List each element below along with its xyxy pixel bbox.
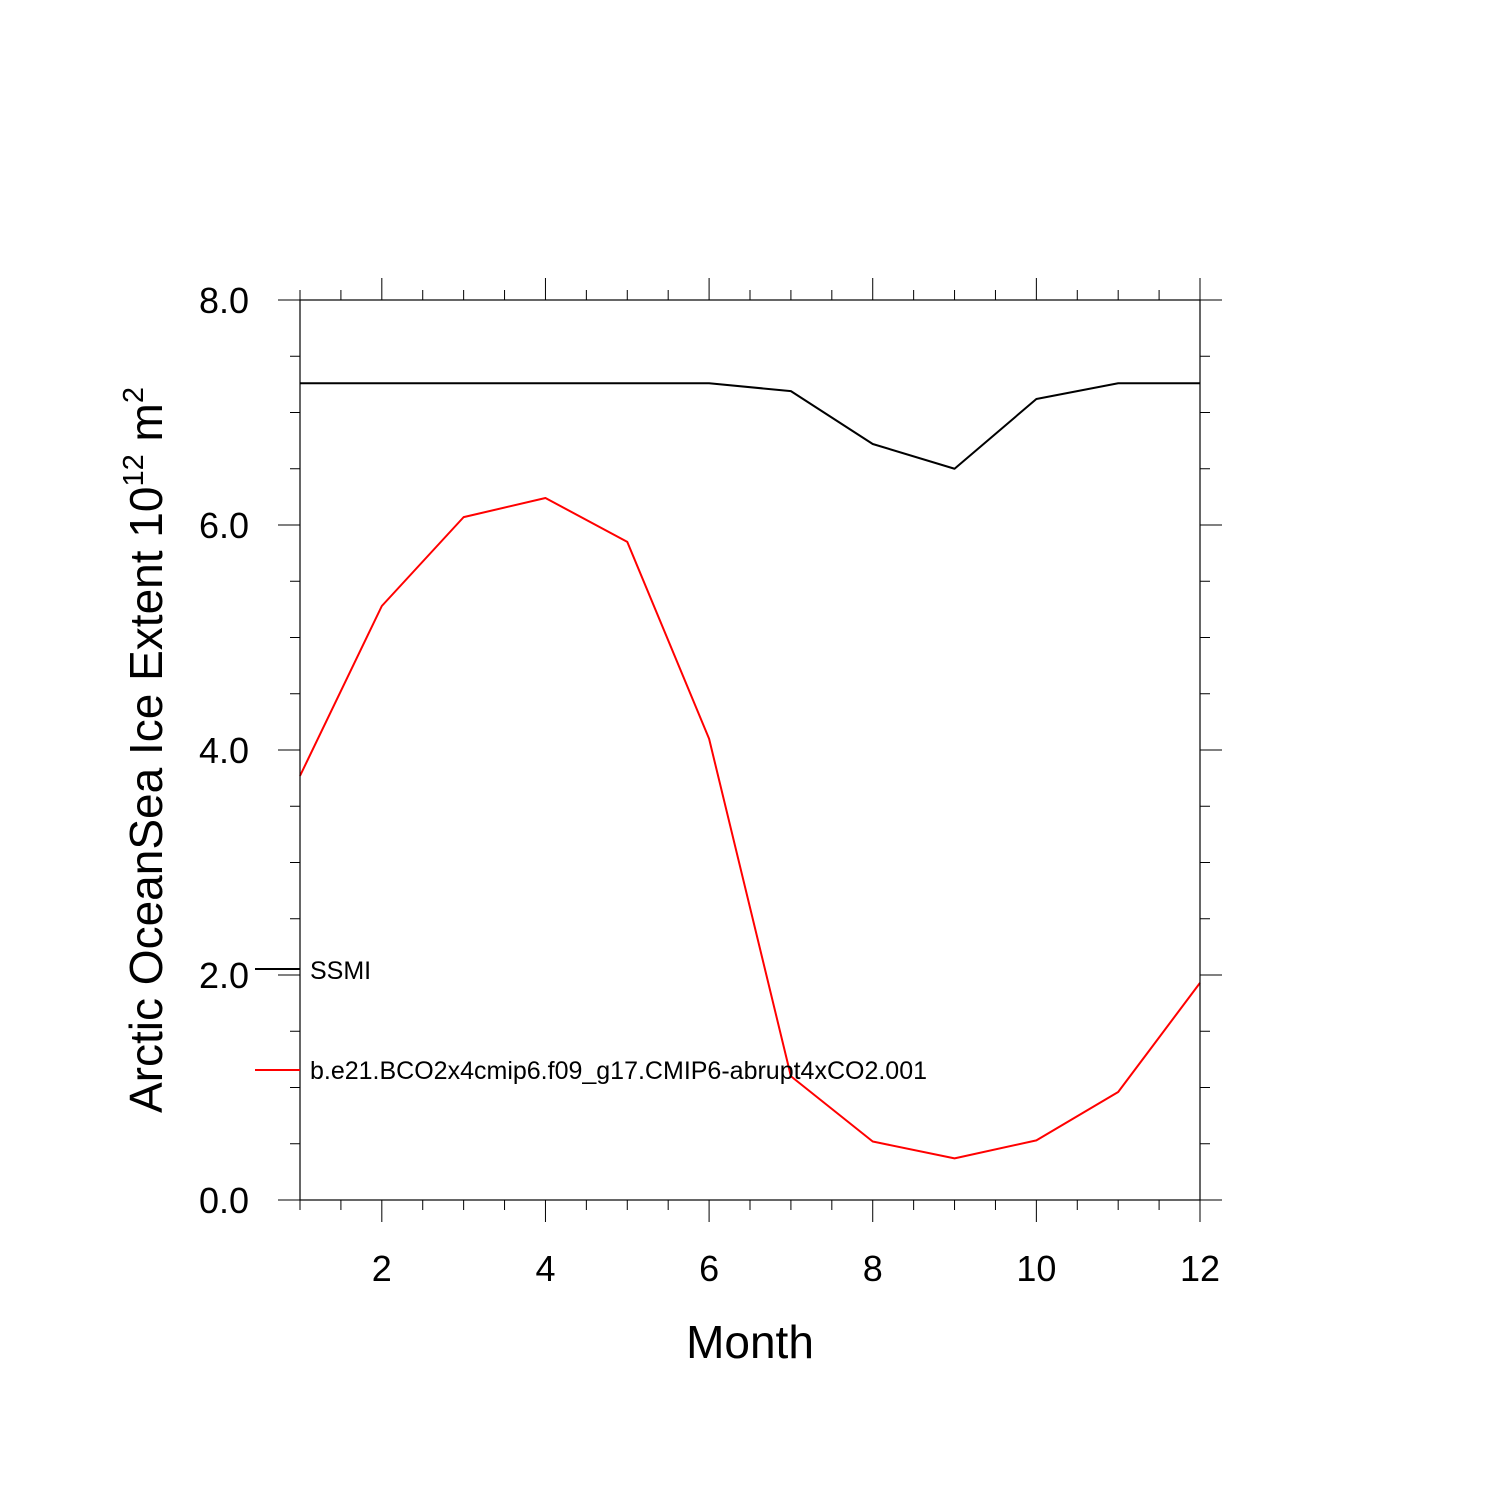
x-axis-title: Month [686,1316,814,1368]
series-layer [299,382,1201,1160]
x-tick-label: 8 [863,1248,883,1289]
y-tick-label: 2.0 [199,955,249,996]
series-line-ssmi [300,382,1200,470]
x-tick-label: 10 [1016,1248,1056,1289]
legend-label-abrupt4xco2: b.e21.BCO2x4cmip6.f09_g17.CMIP6-abrupt4x… [310,1057,927,1085]
series-line-abrupt4xco2 [299,497,1201,1160]
y-tick-label: 0.0 [199,1180,249,1221]
ticks-layer [278,278,1222,1222]
x-tick-label: 6 [699,1248,719,1289]
y-tick-label: 8.0 [199,280,249,321]
y-axis-title-unit-exponent: 2 [118,387,150,403]
y-axis-title-base: Arctic OceanSea Ice Extent 10 [120,487,172,1113]
y-axis-title-exponent: 12 [118,454,150,486]
x-tick-label: 12 [1180,1248,1220,1289]
y-axis-title: Arctic OceanSea Ice Extent 1012 m2 [118,387,172,1113]
x-tick-label: 4 [535,1248,555,1289]
y-axis-title-unit: m [120,403,172,454]
legend-label-ssmi: SSMI [310,957,371,985]
plot-frame [299,299,1201,1201]
legend: SSMI b.e21.BCO2x4cmip6.f09_g17.CMIP6-abr… [255,957,927,1085]
y-tick-label: 6.0 [199,505,249,546]
x-tick-label: 2 [372,1248,392,1289]
y-tick-label: 4.0 [199,730,249,771]
tick-labels-layer: 2 4 6 8 10 12 0.0 2.0 4.0 6.0 8.0 [199,280,1220,1289]
